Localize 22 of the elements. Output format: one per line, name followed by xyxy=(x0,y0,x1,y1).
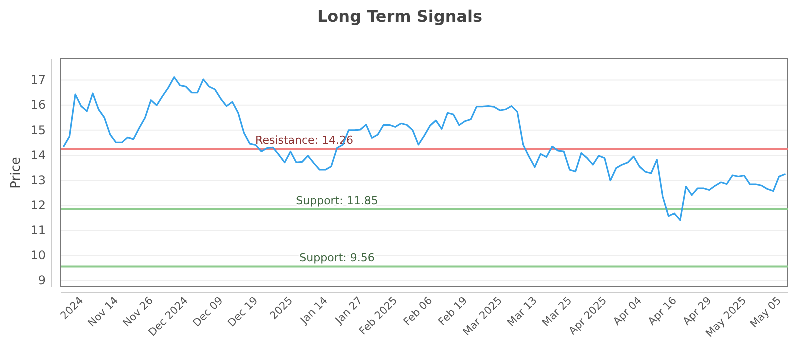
y-tick-label: 13 xyxy=(30,173,46,188)
y-tick-label: 10 xyxy=(30,248,46,263)
x-tick-label: Apr 04 xyxy=(611,294,645,328)
x-tick-label: Jan 27 xyxy=(332,294,366,328)
y-tick-label: 11 xyxy=(30,223,46,238)
y-tick-label: 15 xyxy=(30,123,46,138)
ref-line-label: Support: 9.56 xyxy=(300,252,375,265)
x-tick-label: Jan 14 xyxy=(298,294,331,328)
y-tick-label: 12 xyxy=(30,198,46,212)
y-axis-title: Price xyxy=(9,157,24,189)
y-tick-label: 17 xyxy=(30,73,46,88)
x-tick-label: Apr 16 xyxy=(646,294,680,328)
y-tick-label: 9 xyxy=(38,274,46,288)
x-tick-label: Feb 06 xyxy=(402,294,436,328)
x-tick-label: Mar 13 xyxy=(505,294,540,330)
ref-line-label: Support: 11.85 xyxy=(296,194,378,208)
y-tick-label: 16 xyxy=(30,98,46,112)
x-tick-label: Dec 19 xyxy=(226,294,261,330)
y-tick-label: 14 xyxy=(30,148,46,162)
x-tick-label: Dec 09 xyxy=(190,294,226,330)
line-series xyxy=(63,76,786,222)
chart-title: Long Term Signals xyxy=(317,7,483,26)
